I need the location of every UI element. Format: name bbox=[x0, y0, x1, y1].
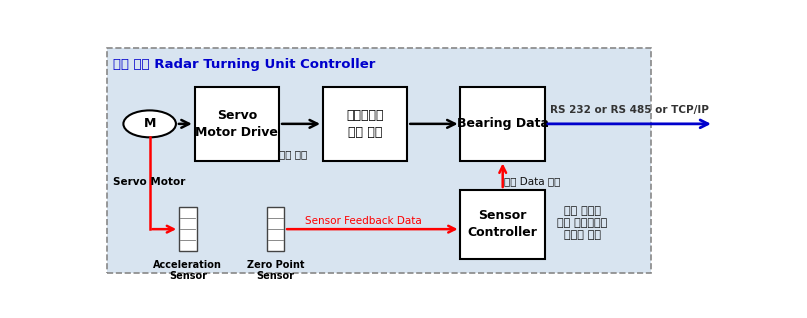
Bar bbox=[194, 87, 279, 161]
Text: 모션보드와
통신 모듈: 모션보드와 통신 모듈 bbox=[346, 109, 384, 139]
Text: Servo Motor: Servo Motor bbox=[114, 176, 186, 186]
Text: Acceleration
Sensor: Acceleration Sensor bbox=[153, 260, 222, 281]
Text: 입력 방위와
센서 데이터와의
상관식 산출: 입력 방위와 센서 데이터와의 상관식 산출 bbox=[558, 206, 608, 240]
Text: 보정 Data 입력: 보정 Data 입력 bbox=[504, 176, 561, 186]
Bar bbox=[266, 207, 284, 251]
Text: 고도 탐지 Radar Turning Unit Controller: 고도 탐지 Radar Turning Unit Controller bbox=[113, 58, 376, 71]
Text: RS 232 or RS 485 or TCP/IP: RS 232 or RS 485 or TCP/IP bbox=[550, 105, 709, 115]
Bar bbox=[461, 87, 545, 161]
Ellipse shape bbox=[123, 110, 176, 137]
Text: Sensor Feedback Data: Sensor Feedback Data bbox=[305, 216, 422, 225]
Bar bbox=[461, 190, 545, 259]
Bar bbox=[179, 207, 197, 251]
Text: Servo
Motor Drive: Servo Motor Drive bbox=[195, 109, 278, 139]
Bar bbox=[323, 87, 408, 161]
Text: Bearing Data: Bearing Data bbox=[457, 117, 549, 130]
Text: Sensor
Controller: Sensor Controller bbox=[468, 209, 537, 239]
Bar bbox=[107, 48, 651, 273]
Text: 모션 제어: 모션 제어 bbox=[279, 149, 307, 160]
Text: M: M bbox=[144, 117, 156, 130]
Text: Zero Point
Sensor: Zero Point Sensor bbox=[247, 260, 304, 281]
